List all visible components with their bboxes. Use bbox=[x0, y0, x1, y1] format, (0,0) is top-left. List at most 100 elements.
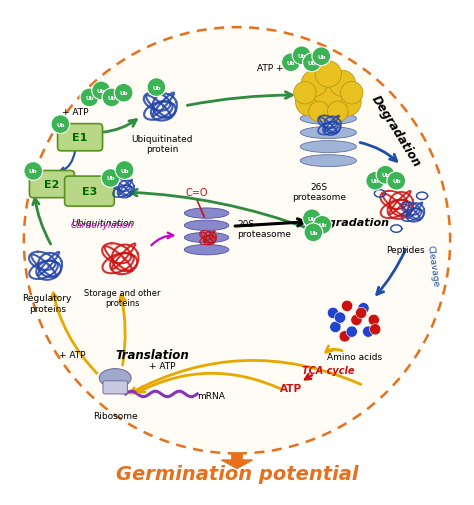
Ellipse shape bbox=[184, 245, 229, 256]
Text: Ub: Ub bbox=[318, 223, 327, 228]
Circle shape bbox=[294, 82, 316, 105]
FancyArrowPatch shape bbox=[235, 219, 305, 227]
Circle shape bbox=[296, 89, 324, 117]
Text: E2: E2 bbox=[44, 180, 60, 190]
Ellipse shape bbox=[184, 221, 229, 231]
Text: ATP: ATP bbox=[280, 383, 302, 393]
Circle shape bbox=[115, 161, 134, 180]
Circle shape bbox=[51, 116, 70, 134]
FancyArrow shape bbox=[221, 454, 253, 469]
Circle shape bbox=[339, 331, 350, 342]
Text: Storage and other
proteins: Storage and other proteins bbox=[84, 288, 161, 308]
Circle shape bbox=[302, 210, 321, 228]
Text: Ub: Ub bbox=[97, 89, 105, 94]
Circle shape bbox=[387, 172, 406, 191]
Circle shape bbox=[147, 79, 166, 97]
FancyBboxPatch shape bbox=[29, 171, 74, 198]
Circle shape bbox=[80, 89, 99, 108]
Circle shape bbox=[92, 82, 110, 100]
Text: Germination potential: Germination potential bbox=[116, 464, 358, 483]
Circle shape bbox=[363, 326, 374, 337]
Text: E3: E3 bbox=[82, 187, 97, 197]
FancyArrowPatch shape bbox=[305, 374, 312, 380]
Text: TCA cycle: TCA cycle bbox=[302, 365, 355, 375]
Text: Ub: Ub bbox=[287, 61, 295, 66]
FancyArrowPatch shape bbox=[102, 121, 136, 133]
Circle shape bbox=[368, 315, 379, 326]
Text: Degradation: Degradation bbox=[312, 217, 390, 227]
Text: Ribosome: Ribosome bbox=[93, 412, 137, 421]
FancyArrowPatch shape bbox=[187, 92, 292, 106]
Text: Ubiquitinated
protein: Ubiquitinated protein bbox=[131, 135, 193, 154]
Text: E1: E1 bbox=[73, 133, 88, 143]
Circle shape bbox=[315, 62, 341, 88]
Text: Ub: Ub bbox=[309, 230, 318, 235]
Circle shape bbox=[292, 47, 311, 66]
Ellipse shape bbox=[300, 99, 356, 111]
Circle shape bbox=[329, 71, 356, 97]
Text: Ub: Ub bbox=[381, 173, 390, 178]
Text: Translation: Translation bbox=[116, 348, 190, 361]
Ellipse shape bbox=[300, 141, 356, 154]
Text: Ub: Ub bbox=[120, 168, 129, 173]
Text: mRNA: mRNA bbox=[197, 391, 225, 400]
FancyArrowPatch shape bbox=[52, 293, 97, 374]
Circle shape bbox=[346, 326, 357, 337]
Ellipse shape bbox=[184, 209, 229, 219]
Circle shape bbox=[313, 216, 332, 235]
Text: Ub: Ub bbox=[106, 176, 115, 181]
Text: Peptides: Peptides bbox=[386, 245, 425, 255]
Text: Ubiquitination: Ubiquitination bbox=[72, 219, 135, 228]
Ellipse shape bbox=[99, 369, 131, 388]
Text: Carbonylation: Carbonylation bbox=[71, 221, 134, 230]
Text: + ATP: + ATP bbox=[59, 350, 85, 359]
Text: Ub: Ub bbox=[392, 179, 401, 184]
FancyArrowPatch shape bbox=[360, 143, 397, 162]
FancyArrowPatch shape bbox=[130, 190, 309, 229]
Circle shape bbox=[358, 303, 369, 314]
Circle shape bbox=[309, 102, 329, 123]
Circle shape bbox=[330, 322, 341, 333]
Text: 26S
proteasome: 26S proteasome bbox=[292, 182, 346, 201]
Text: Degradation: Degradation bbox=[369, 93, 424, 169]
Text: 20S
proteasome: 20S proteasome bbox=[237, 220, 291, 239]
Circle shape bbox=[335, 312, 346, 324]
Circle shape bbox=[312, 48, 331, 67]
Text: ATP +: ATP + bbox=[257, 64, 284, 73]
FancyArrowPatch shape bbox=[33, 199, 51, 244]
Circle shape bbox=[102, 89, 121, 108]
Circle shape bbox=[301, 71, 328, 97]
Text: Ub: Ub bbox=[371, 179, 380, 184]
Circle shape bbox=[328, 102, 348, 123]
Text: Ub: Ub bbox=[107, 96, 116, 100]
Circle shape bbox=[313, 79, 343, 109]
Circle shape bbox=[366, 172, 384, 191]
Circle shape bbox=[24, 28, 450, 453]
Text: + ATP: + ATP bbox=[149, 361, 175, 370]
Circle shape bbox=[376, 166, 395, 185]
Text: Ub: Ub bbox=[56, 122, 64, 127]
Circle shape bbox=[356, 308, 367, 319]
FancyArrowPatch shape bbox=[326, 346, 342, 352]
Ellipse shape bbox=[184, 233, 229, 243]
FancyBboxPatch shape bbox=[64, 177, 114, 207]
FancyBboxPatch shape bbox=[103, 381, 128, 394]
FancyArrowPatch shape bbox=[59, 151, 75, 173]
FancyBboxPatch shape bbox=[57, 124, 102, 152]
FancyArrowPatch shape bbox=[151, 233, 173, 246]
Text: Ub: Ub bbox=[85, 96, 94, 100]
FancyArrowPatch shape bbox=[377, 250, 405, 295]
Circle shape bbox=[351, 315, 362, 326]
Circle shape bbox=[340, 82, 363, 105]
Text: Ub: Ub bbox=[297, 54, 306, 59]
Ellipse shape bbox=[300, 113, 356, 125]
Circle shape bbox=[114, 84, 133, 103]
FancyArrowPatch shape bbox=[70, 185, 75, 191]
Ellipse shape bbox=[300, 156, 356, 167]
FancyArrowPatch shape bbox=[119, 295, 126, 365]
FancyArrowPatch shape bbox=[138, 374, 281, 392]
Text: Ub: Ub bbox=[152, 85, 161, 90]
Text: Ub: Ub bbox=[29, 169, 37, 174]
Circle shape bbox=[24, 162, 43, 181]
Text: Regulatory
proteins: Regulatory proteins bbox=[23, 293, 72, 313]
